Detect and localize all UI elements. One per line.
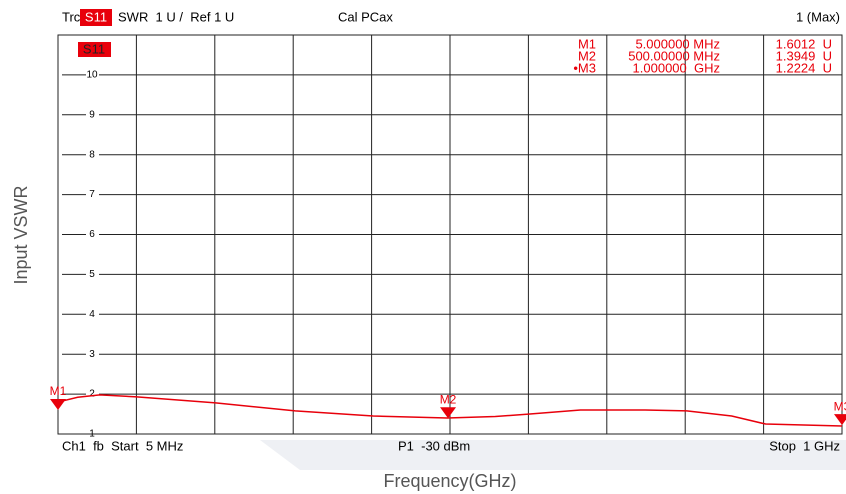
readout: M1 — [578, 36, 596, 51]
y-tick-label: 5 — [89, 269, 95, 280]
footer-power: P1 -30 dBm — [398, 438, 470, 453]
y-tick-label: 1 — [89, 429, 95, 440]
marker-label: M3 — [834, 399, 846, 413]
y-tick-label: 7 — [89, 189, 95, 200]
marker-label: M1 — [50, 384, 67, 398]
footer-start: Ch1 fb Start 5 MHz — [62, 438, 183, 453]
param: S11 — [85, 9, 107, 24]
readout: 1.6012 U — [776, 36, 832, 51]
y-tick-label: 8 — [89, 149, 95, 160]
y-tick-label: 10 — [86, 70, 98, 81]
trace — [57, 394, 843, 427]
readout: 5.000000 MHz — [635, 36, 720, 51]
readout: •M3 — [573, 60, 596, 75]
y-tick-label: 4 — [89, 309, 95, 320]
y-axis-label: Input VSWR — [11, 185, 31, 284]
format: SWR 1 U / Ref 1 U — [118, 9, 234, 24]
marker — [834, 414, 846, 426]
calibration: Cal PCax — [338, 9, 393, 24]
readout: 500.00000 MHz — [628, 48, 720, 63]
marker-label: M2 — [440, 392, 457, 406]
marker — [440, 407, 457, 419]
trace-label: S11 — [83, 41, 105, 56]
footer-stop: Stop 1 GHz — [769, 438, 840, 453]
max: 1 (Max) — [796, 9, 840, 24]
x-axis-label: Frequency(GHz) — [383, 471, 516, 491]
readout: M2 — [578, 48, 596, 63]
y-tick-label: 9 — [89, 109, 95, 120]
readout: 1.2224 U — [776, 60, 832, 75]
readout: 1.3949 U — [776, 48, 832, 63]
backdrop — [260, 440, 846, 470]
readout: 1.000000 GHz — [633, 60, 720, 75]
y-tick-label: 2 — [89, 389, 95, 400]
marker — [50, 399, 66, 411]
y-tick-label: 3 — [89, 349, 95, 360]
trace-box — [78, 42, 111, 57]
y-tick-label: 6 — [89, 229, 95, 240]
param-box — [80, 9, 112, 26]
